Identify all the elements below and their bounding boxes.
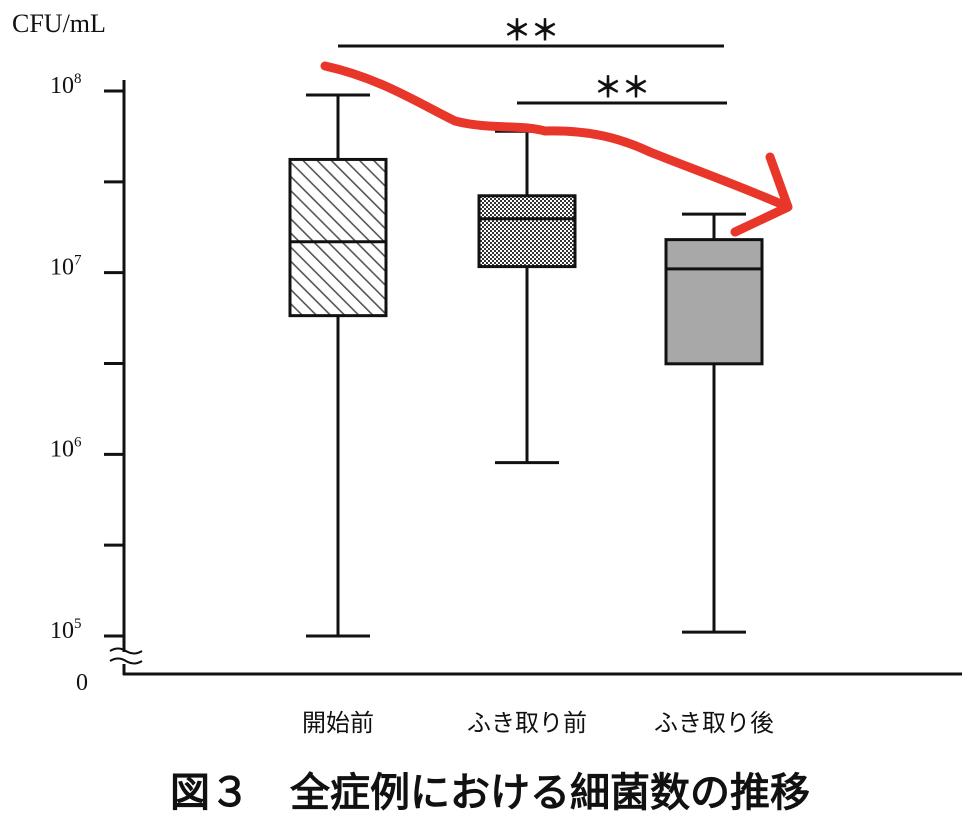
axis-break-label: 0: [76, 670, 88, 696]
box-iqr: [477, 194, 577, 269]
axis-break-mark: [109, 647, 143, 665]
y-tick-exponent: 5: [74, 616, 82, 632]
y-tick-exponent: 8: [74, 71, 82, 87]
y-tick-exponent: 7: [74, 253, 82, 269]
x-category-label: ふき取り後: [654, 709, 774, 737]
box-iqr: [288, 157, 388, 318]
y-tick-base: 10: [50, 255, 74, 281]
y-axis: 0: [76, 80, 962, 696]
box-2: [477, 129, 577, 465]
box-3: [664, 212, 764, 634]
y-axis-label: CFU/mL: [12, 9, 106, 38]
y-tick-label: 107: [50, 253, 82, 281]
x-category-label: 開始前: [302, 709, 374, 737]
y-tick-base: 10: [50, 73, 74, 99]
y-tick-base: 10: [50, 436, 74, 462]
y-tick-base: 10: [50, 618, 74, 644]
y-tick-exponent: 6: [74, 434, 82, 450]
box-iqr: [664, 238, 764, 366]
figure-title: 図３ 全症例における細菌数の推移: [170, 770, 810, 815]
significance-label: ＊＊: [503, 14, 559, 47]
x-category-label: ふき取り前: [467, 709, 587, 737]
y-tick-label: 106: [50, 434, 82, 462]
y-tick-label: 105: [50, 616, 82, 644]
y-tick-label: 108: [50, 71, 82, 99]
annotation-arrow: [320, 61, 793, 237]
box-1: [288, 93, 388, 638]
significance-label: ＊＊: [594, 71, 650, 104]
